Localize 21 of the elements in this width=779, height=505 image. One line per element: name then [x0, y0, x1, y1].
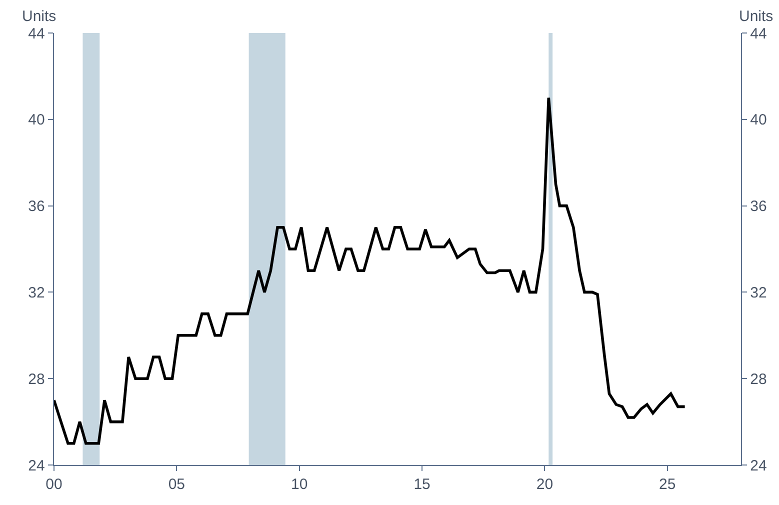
x-tick-label: 20 [536, 476, 554, 494]
y2-tick-label: 24 [750, 457, 767, 474]
x-tick-label: 15 [414, 476, 430, 494]
line-series [54, 96, 686, 445]
y-tick-label: 40 [28, 112, 45, 129]
y-tick-label: 32 [28, 284, 45, 302]
y2-tick-label: 44 [750, 25, 767, 42]
x-tick-label: 00 [46, 476, 62, 494]
y2-tick-label: 32 [750, 284, 767, 302]
y2-tick-label: 40 [750, 112, 767, 129]
y2-axis-title: Units [739, 8, 774, 25]
x-tick-label: 10 [291, 476, 308, 494]
y-tick-label: 28 [28, 370, 45, 388]
y-tick-label: 24 [28, 457, 45, 474]
x-tick-label: 25 [659, 476, 676, 494]
y-axis-title: Units [22, 8, 56, 25]
y-tick-label: 44 [28, 25, 45, 42]
y2-tick-label: 28 [750, 370, 767, 388]
y2-tick-label: 36 [750, 198, 767, 216]
x-tick-label: 05 [168, 476, 186, 494]
y-tick-label: 36 [28, 198, 45, 216]
